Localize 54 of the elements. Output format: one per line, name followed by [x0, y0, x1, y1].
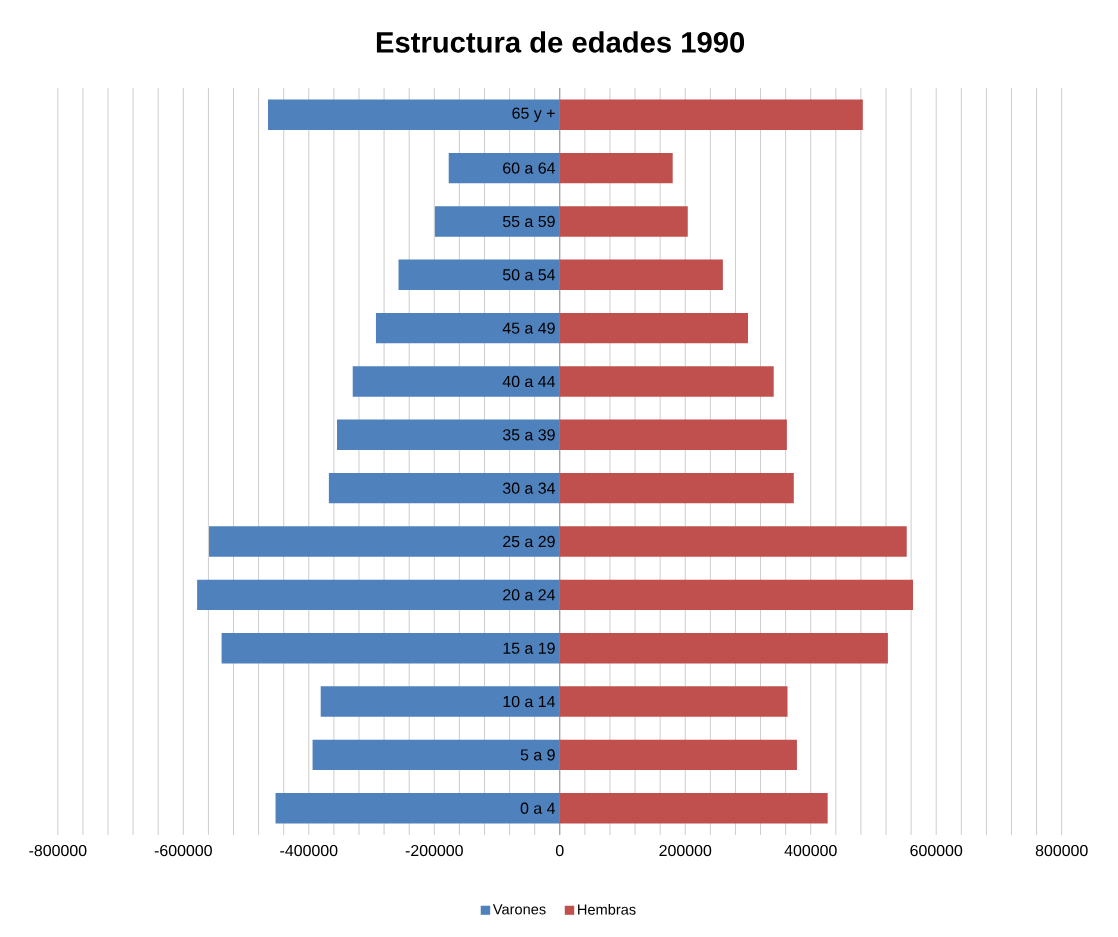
bar	[559, 686, 788, 717]
x-tick-label: 200000	[659, 844, 712, 857]
x-tick-label: 400000	[784, 844, 837, 857]
bar	[337, 419, 560, 451]
y-tick-label: 65 y +	[512, 107, 555, 122]
y-tick-label: 40 a 44	[502, 375, 556, 388]
bar	[559, 633, 888, 664]
bar	[320, 686, 560, 717]
x-tick-label: -800000	[29, 844, 87, 857]
y-tick-label: 50 a 54	[502, 269, 556, 281]
y-tick-label: 45 a 49	[502, 322, 555, 334]
bar	[434, 206, 560, 237]
bar	[275, 793, 560, 824]
bar	[448, 152, 560, 184]
bar	[398, 259, 560, 290]
bar	[559, 312, 748, 344]
x-tick-label: 800000	[1035, 844, 1088, 857]
bar	[559, 99, 863, 130]
chart-title: Estructura de edades 1990	[376, 31, 745, 53]
y-tick-label: 10 a 14	[503, 695, 556, 708]
bar	[559, 206, 688, 237]
y-tick-label: 20 a 24	[503, 589, 556, 601]
bar	[559, 472, 794, 504]
y-tick-label: 35 a 39	[502, 429, 555, 441]
bar	[375, 312, 560, 344]
bar	[268, 99, 560, 130]
y-tick-label: 30 a 34	[502, 482, 556, 494]
x-tick-label: -600000	[154, 844, 212, 857]
bar	[559, 526, 907, 557]
bar	[221, 633, 560, 664]
bar	[559, 419, 787, 451]
bar	[559, 259, 723, 290]
bar	[197, 579, 560, 611]
bar	[352, 366, 560, 397]
bar	[328, 472, 560, 504]
bar	[312, 739, 560, 771]
bar	[559, 739, 797, 771]
y-tick-label: 15 a 19	[503, 642, 555, 654]
y-tick-label: 60 a 64	[503, 162, 556, 174]
x-tick-label: -200000	[405, 844, 463, 857]
x-tick-label: -400000	[280, 844, 338, 857]
bar	[559, 366, 774, 397]
y-tick-label: 0 a 4	[520, 802, 556, 814]
legend-label: Hembras	[578, 904, 636, 915]
y-tick-label: 5 a 9	[520, 749, 555, 761]
bar	[559, 793, 828, 824]
bar	[559, 152, 673, 184]
y-tick-label: 25 a 29	[503, 535, 555, 548]
x-tick-label: 0	[555, 844, 564, 857]
x-tick-label: 600000	[910, 844, 963, 857]
bar	[559, 579, 913, 611]
bar	[209, 526, 560, 557]
y-tick-label: 55 a 59	[502, 215, 555, 228]
legend-label: Varones	[492, 904, 546, 915]
